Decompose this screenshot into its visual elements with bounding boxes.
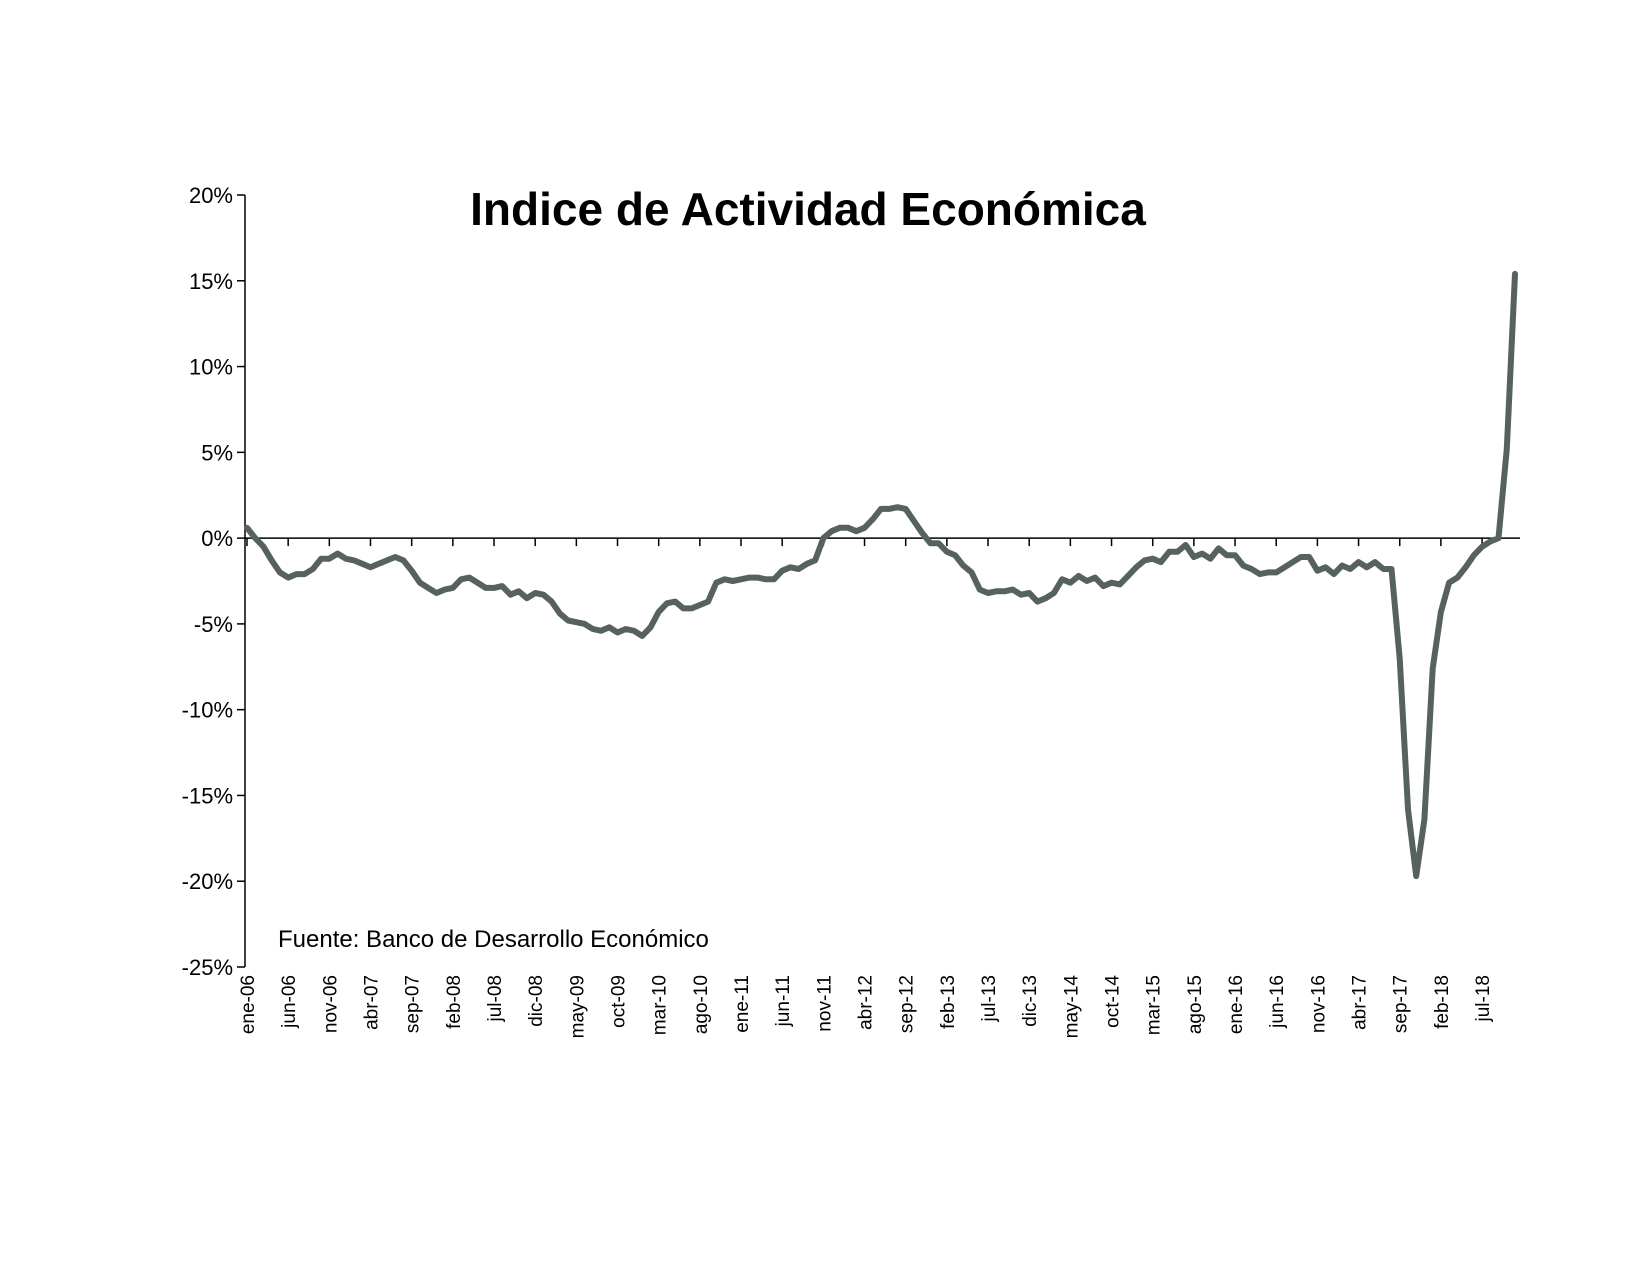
y-tick-label: 15% (189, 269, 233, 294)
x-axis-ticks: ene-06 jun-06 nov-06 abr-07 sep-07 feb-08 jul-… (238, 538, 1494, 1038)
x-tick-label: oct-14 (1103, 975, 1124, 1028)
source-note: Fuente: Banco de Desarrollo Económico (278, 926, 709, 953)
x-tick-label: feb-18 (1432, 975, 1453, 1029)
y-axis-ticks: 20% 15% 10% 5% 0% -5% -10% -15% -20% -25% (182, 183, 245, 980)
y-tick-label: -5% (194, 612, 233, 637)
x-tick-label: abr-12 (856, 975, 877, 1030)
x-tick-label: nov-11 (814, 975, 835, 1032)
series-line (244, 270, 1518, 880)
x-tick-label: ago-10 (691, 975, 712, 1034)
x-tick-label: feb-13 (938, 975, 959, 1029)
x-tick-label: feb-08 (444, 975, 465, 1029)
x-tick-label: ene-11 (732, 975, 753, 1033)
x-tick-label: dic-08 (526, 975, 547, 1027)
x-tick-label: sep-07 (403, 975, 424, 1033)
x-tick-label: nov-16 (1308, 975, 1329, 1033)
x-tick-label: sep-17 (1391, 975, 1412, 1033)
x-tick-label: sep-12 (897, 975, 918, 1033)
y-tick-label: 20% (189, 183, 233, 208)
x-tick-label: jun-06 (279, 975, 300, 1029)
x-tick-label: jun-16 (1267, 975, 1288, 1029)
x-tick-label: oct-09 (609, 975, 630, 1028)
x-tick-label: abr-07 (362, 975, 383, 1030)
x-tick-label: ene-06 (238, 975, 259, 1034)
x-tick-label: ago-15 (1185, 975, 1206, 1034)
x-tick-label: jul-18 (1473, 975, 1494, 1022)
x-tick-label: jul-08 (485, 975, 506, 1022)
chart-title: Indice de Actividad Económica (470, 183, 1146, 235)
y-tick-label: 0% (201, 526, 233, 551)
y-tick-label: -20% (182, 869, 233, 894)
x-tick-label: may-09 (567, 975, 588, 1038)
x-tick-label: abr-17 (1350, 975, 1371, 1030)
y-tick-label: 5% (201, 440, 233, 465)
x-tick-label: dic-13 (1020, 975, 1041, 1027)
x-tick-label: ene-16 (1226, 975, 1247, 1034)
y-tick-label: 10% (189, 355, 233, 380)
x-tick-label: jun-11 (773, 975, 794, 1027)
x-tick-label: mar-15 (1144, 975, 1165, 1035)
x-tick-label: nov-06 (320, 975, 341, 1033)
y-tick-label: -10% (182, 698, 233, 723)
x-tick-label: mar-10 (650, 975, 671, 1035)
x-tick-label: may-14 (1061, 975, 1082, 1039)
y-tick-label: -25% (182, 955, 233, 980)
x-tick-label: jul-13 (979, 975, 1000, 1022)
y-tick-label: -15% (182, 783, 233, 808)
